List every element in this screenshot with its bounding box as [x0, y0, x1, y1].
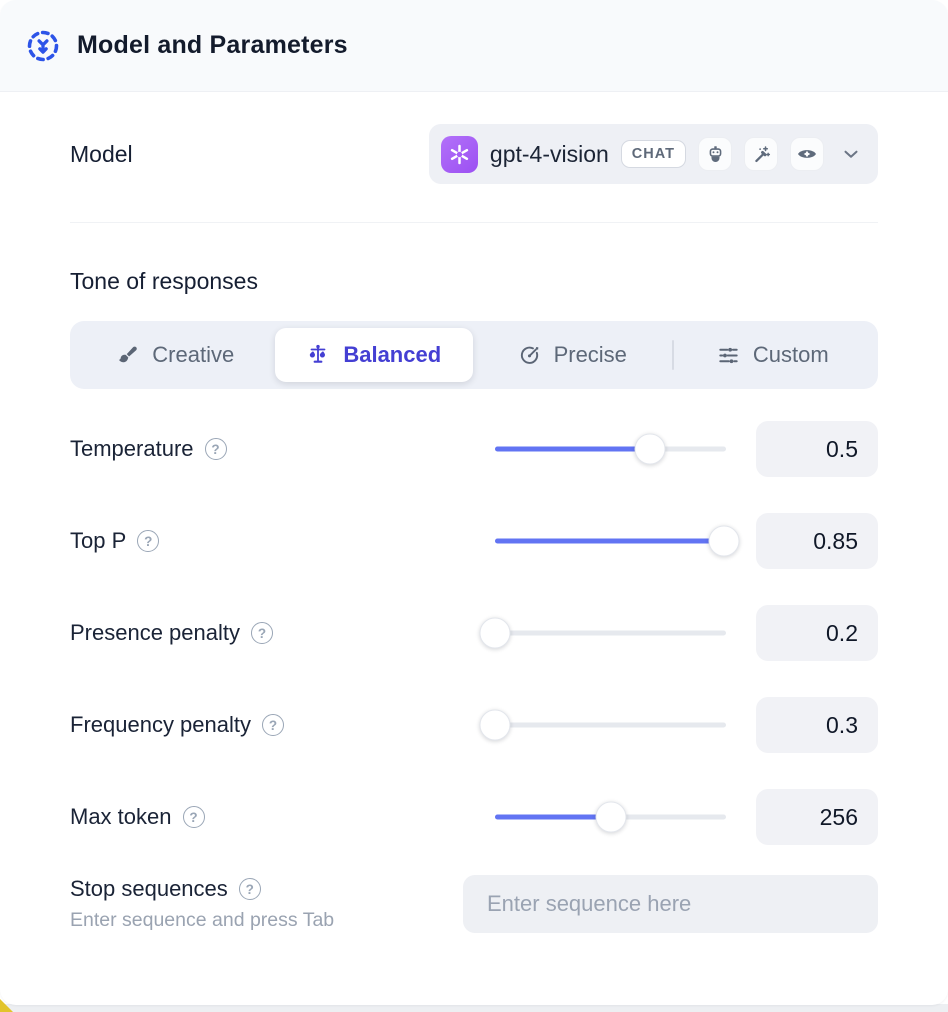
stop-sequences-hint: Enter sequence and press Tab: [70, 909, 335, 931]
tab-precise[interactable]: Precise: [473, 328, 672, 382]
tab-label: Balanced: [343, 342, 442, 367]
slider-thumb[interactable]: [479, 617, 511, 649]
stop-sequences-label-block: Stop sequences ? Enter sequence and pres…: [70, 876, 463, 932]
parameter-label: Top P: [70, 528, 127, 553]
temperature-value[interactable]: 0.5: [756, 421, 878, 477]
temperature-slider[interactable]: [495, 432, 726, 466]
magic-wand-icon: [744, 137, 778, 171]
parameter-row-temperature: Temperature ? 0.5: [70, 403, 878, 495]
slider-fill: [495, 446, 650, 452]
vision-eye-icon: [790, 137, 824, 171]
tab-balanced[interactable]: Balanced: [274, 328, 473, 382]
help-icon[interactable]: ?: [238, 878, 261, 900]
model-icon: [24, 27, 62, 65]
slider-fill: [495, 538, 724, 544]
chevron-down-icon: [840, 143, 862, 165]
help-icon[interactable]: ?: [182, 806, 205, 828]
parameter-row-presence-penalty: Presence penalty ? 0.2: [70, 587, 878, 679]
tab-custom[interactable]: Custom: [674, 328, 873, 382]
slider-track: [495, 630, 726, 636]
help-icon[interactable]: ?: [204, 438, 227, 460]
chat-mode-badge: CHAT: [620, 139, 686, 169]
segment-divider: [671, 340, 674, 370]
page-background-strip: [0, 1004, 948, 1012]
model-select-dropdown[interactable]: gpt-4-vision CHAT: [428, 124, 878, 184]
panel-header: Model and Parameters: [0, 0, 948, 92]
presence-penalty-value[interactable]: 0.2: [756, 605, 878, 661]
slider-track: [495, 722, 726, 728]
parameter-list: Temperature ? 0.5 Top P ?: [70, 403, 878, 863]
yellow-corner-accent: [0, 999, 13, 1012]
frequency-penalty-value[interactable]: 0.3: [756, 697, 878, 753]
parameter-label: Frequency penalty: [70, 712, 251, 737]
top-p-slider[interactable]: [495, 524, 740, 558]
parameter-row-top-p: Top P ? 0.85: [70, 495, 878, 587]
model-label: Model: [70, 140, 133, 167]
slider-thumb[interactable]: [708, 525, 740, 557]
tone-segmented-control: Creative Balanced: [70, 321, 878, 389]
tab-creative[interactable]: Creative: [76, 328, 275, 382]
stop-sequences-row: Stop sequences ? Enter sequence and pres…: [70, 875, 878, 933]
slider-thumb[interactable]: [595, 801, 626, 833]
help-icon[interactable]: ?: [137, 530, 160, 552]
parameter-row-frequency-penalty: Frequency penalty ? 0.3: [70, 679, 878, 771]
stop-sequence-input[interactable]: [463, 875, 878, 933]
parameter-label: Presence penalty: [70, 620, 240, 645]
max-token-slider[interactable]: [495, 800, 726, 834]
panel-title: Model and Parameters: [77, 31, 348, 59]
tone-heading: Tone of responses: [70, 268, 258, 294]
robot-icon: [698, 137, 732, 171]
target-arrow-icon: [518, 344, 541, 367]
slider-thumb[interactable]: [479, 709, 511, 741]
top-p-value[interactable]: 0.85: [756, 513, 878, 569]
model-row: Model gpt-4-visi: [70, 124, 878, 184]
slider-fill: [495, 814, 611, 820]
tab-label: Custom: [752, 342, 829, 367]
stop-sequences-label: Stop sequences: [70, 876, 228, 901]
sliders-icon: [717, 344, 740, 367]
panel-content: Model gpt-4-visi: [0, 92, 948, 933]
balance-scale-icon: [306, 343, 330, 367]
help-icon[interactable]: ?: [262, 714, 284, 736]
tab-label: Precise: [553, 342, 627, 367]
selected-model-name: gpt-4-vision: [489, 140, 609, 167]
openai-logo: [440, 135, 478, 173]
max-token-value[interactable]: 256: [756, 789, 878, 845]
frequency-penalty-slider[interactable]: [479, 708, 726, 742]
paintbrush-icon: [116, 344, 139, 367]
parameter-label: Max token: [70, 804, 172, 829]
presence-penalty-slider[interactable]: [479, 616, 726, 650]
tab-label: Creative: [152, 342, 235, 367]
slider-thumb[interactable]: [634, 433, 666, 465]
parameter-row-max-token: Max token ? 256: [70, 771, 878, 863]
section-divider: [70, 222, 878, 223]
help-icon[interactable]: ?: [251, 622, 273, 644]
parameter-label: Temperature: [70, 436, 194, 461]
